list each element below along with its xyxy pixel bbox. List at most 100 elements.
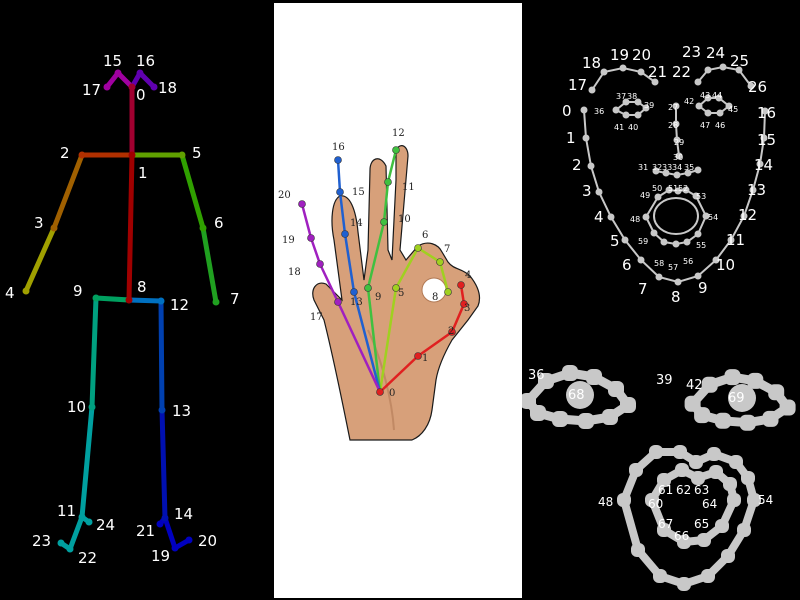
face-landmark-label: 27	[668, 103, 678, 112]
body-keypoint	[158, 406, 166, 414]
face-landmark	[651, 78, 659, 86]
hand-keypoint	[380, 218, 388, 226]
face-landmark-label: 34	[672, 163, 682, 172]
face-landmark-label: 3	[582, 182, 592, 200]
body-limb	[93, 295, 132, 303]
mouth-landmark	[673, 445, 687, 459]
hand-keypoint	[414, 244, 422, 252]
eye-landmark-label: 39	[656, 373, 673, 388]
hand-keypoint-label: 7	[444, 244, 450, 255]
face-landmark	[715, 94, 723, 102]
hand-bone	[450, 302, 466, 334]
face-landmark	[712, 256, 720, 264]
mouth-landmark-label: 61	[658, 483, 673, 497]
eye-landmark	[620, 397, 636, 413]
body-keypoint	[88, 403, 96, 411]
face-landmark-label: 40	[628, 123, 638, 132]
face-landmark-label: 39	[644, 101, 654, 110]
hand-keypoint	[436, 258, 444, 266]
face-landmark-label: 0	[562, 102, 572, 120]
hand-pose-panel: 0 1 2 3 4 5 6 7 8 9 10 11 12 13 14 15 16 17 18 19 20	[272, 0, 522, 600]
face-landmark-label: 7	[638, 280, 648, 298]
face-landmark-label: 17	[568, 76, 587, 94]
face-landmark-label: 50	[652, 184, 662, 193]
face-landmark-label: 20	[632, 46, 651, 64]
face-landmark	[622, 111, 630, 119]
hand-keypoint	[334, 298, 342, 306]
face-landmark	[674, 187, 682, 195]
face-landmark	[619, 64, 627, 72]
mouth-landmark	[675, 463, 689, 477]
mouth-landmark-label: 54	[758, 493, 773, 507]
hand-keypoint-label: 11	[402, 182, 415, 193]
body-limb	[200, 225, 219, 305]
body-keypoint-label: 17	[82, 81, 101, 99]
hand-keypoint	[298, 200, 306, 208]
body-keypoint-label: 14	[174, 505, 193, 523]
face-landmark-label: 55	[696, 241, 706, 250]
mouth-landmark	[631, 543, 645, 557]
face-landmark-label: 47	[700, 121, 710, 130]
face-landmark-label: 5	[610, 232, 620, 250]
hand-keypoint-label: 18	[288, 267, 301, 278]
face-landmark	[634, 111, 642, 119]
hand-bones	[300, 148, 466, 394]
hand-keypoint	[336, 188, 344, 196]
body-keypoint	[199, 224, 207, 232]
hand-keypoints	[298, 146, 468, 396]
face-landmark	[621, 236, 629, 244]
face-inner-mouth	[653, 197, 699, 235]
face-landmark-label: 24	[706, 44, 725, 62]
mouth-landmark	[715, 519, 729, 533]
face-landmark-label: 46	[715, 121, 725, 130]
mouth-landmark	[701, 569, 715, 583]
hand-bone	[382, 180, 390, 224]
body-keypoint-label: 7	[230, 290, 240, 308]
body-keypoint	[185, 536, 193, 544]
body-keypoint	[78, 513, 86, 521]
face-contour	[614, 101, 648, 116]
eye-landmark	[739, 414, 756, 431]
body-keypoint	[114, 69, 122, 77]
mouth-landmark	[677, 535, 691, 549]
face-landmark-label: 11	[726, 231, 745, 249]
face-landmark-label: 37	[616, 92, 626, 101]
face-landmark	[637, 256, 645, 264]
face-landmark-label: 15	[757, 131, 776, 149]
mouth-landmark	[723, 477, 737, 491]
face-landmark	[672, 120, 680, 128]
face-landmark	[665, 186, 673, 194]
face-landmark	[650, 229, 658, 237]
face-landmark-label: 30	[673, 153, 683, 162]
body-keypoint	[178, 151, 186, 159]
face-landmark	[637, 68, 645, 76]
eye-landmark	[586, 369, 602, 385]
eye-pupil	[566, 381, 594, 409]
face-landmark-label: 2	[572, 156, 582, 174]
face-landmark-label: 52	[678, 184, 688, 193]
body-keypoint-label: 1	[138, 164, 148, 182]
eye-landmark	[701, 376, 718, 393]
face-landmark-label: 35	[684, 163, 694, 172]
face-landmark	[655, 273, 663, 281]
hand-keypoint-label: 19	[282, 235, 295, 246]
face-landmark	[694, 166, 702, 174]
face-landmark-label: 32	[652, 163, 662, 172]
face-landmark-label: 12	[738, 206, 757, 224]
face-landmark	[587, 162, 595, 170]
face-landmark	[684, 169, 692, 177]
face-landmark	[692, 192, 700, 200]
mouth-landmark-label: 64	[702, 497, 717, 511]
hand-bone	[336, 300, 382, 394]
body-keypoint	[103, 83, 111, 91]
face-landmark-label: 49	[640, 191, 650, 200]
hand-keypoint	[448, 328, 456, 336]
face-landmark-label: 1	[566, 129, 576, 147]
hand-keypoint	[307, 234, 315, 242]
face-landmark-label: 51	[668, 184, 678, 193]
body-keypoints	[22, 69, 220, 553]
eye-landmark	[522, 393, 536, 409]
body-keypoint-label: 8	[137, 278, 147, 296]
